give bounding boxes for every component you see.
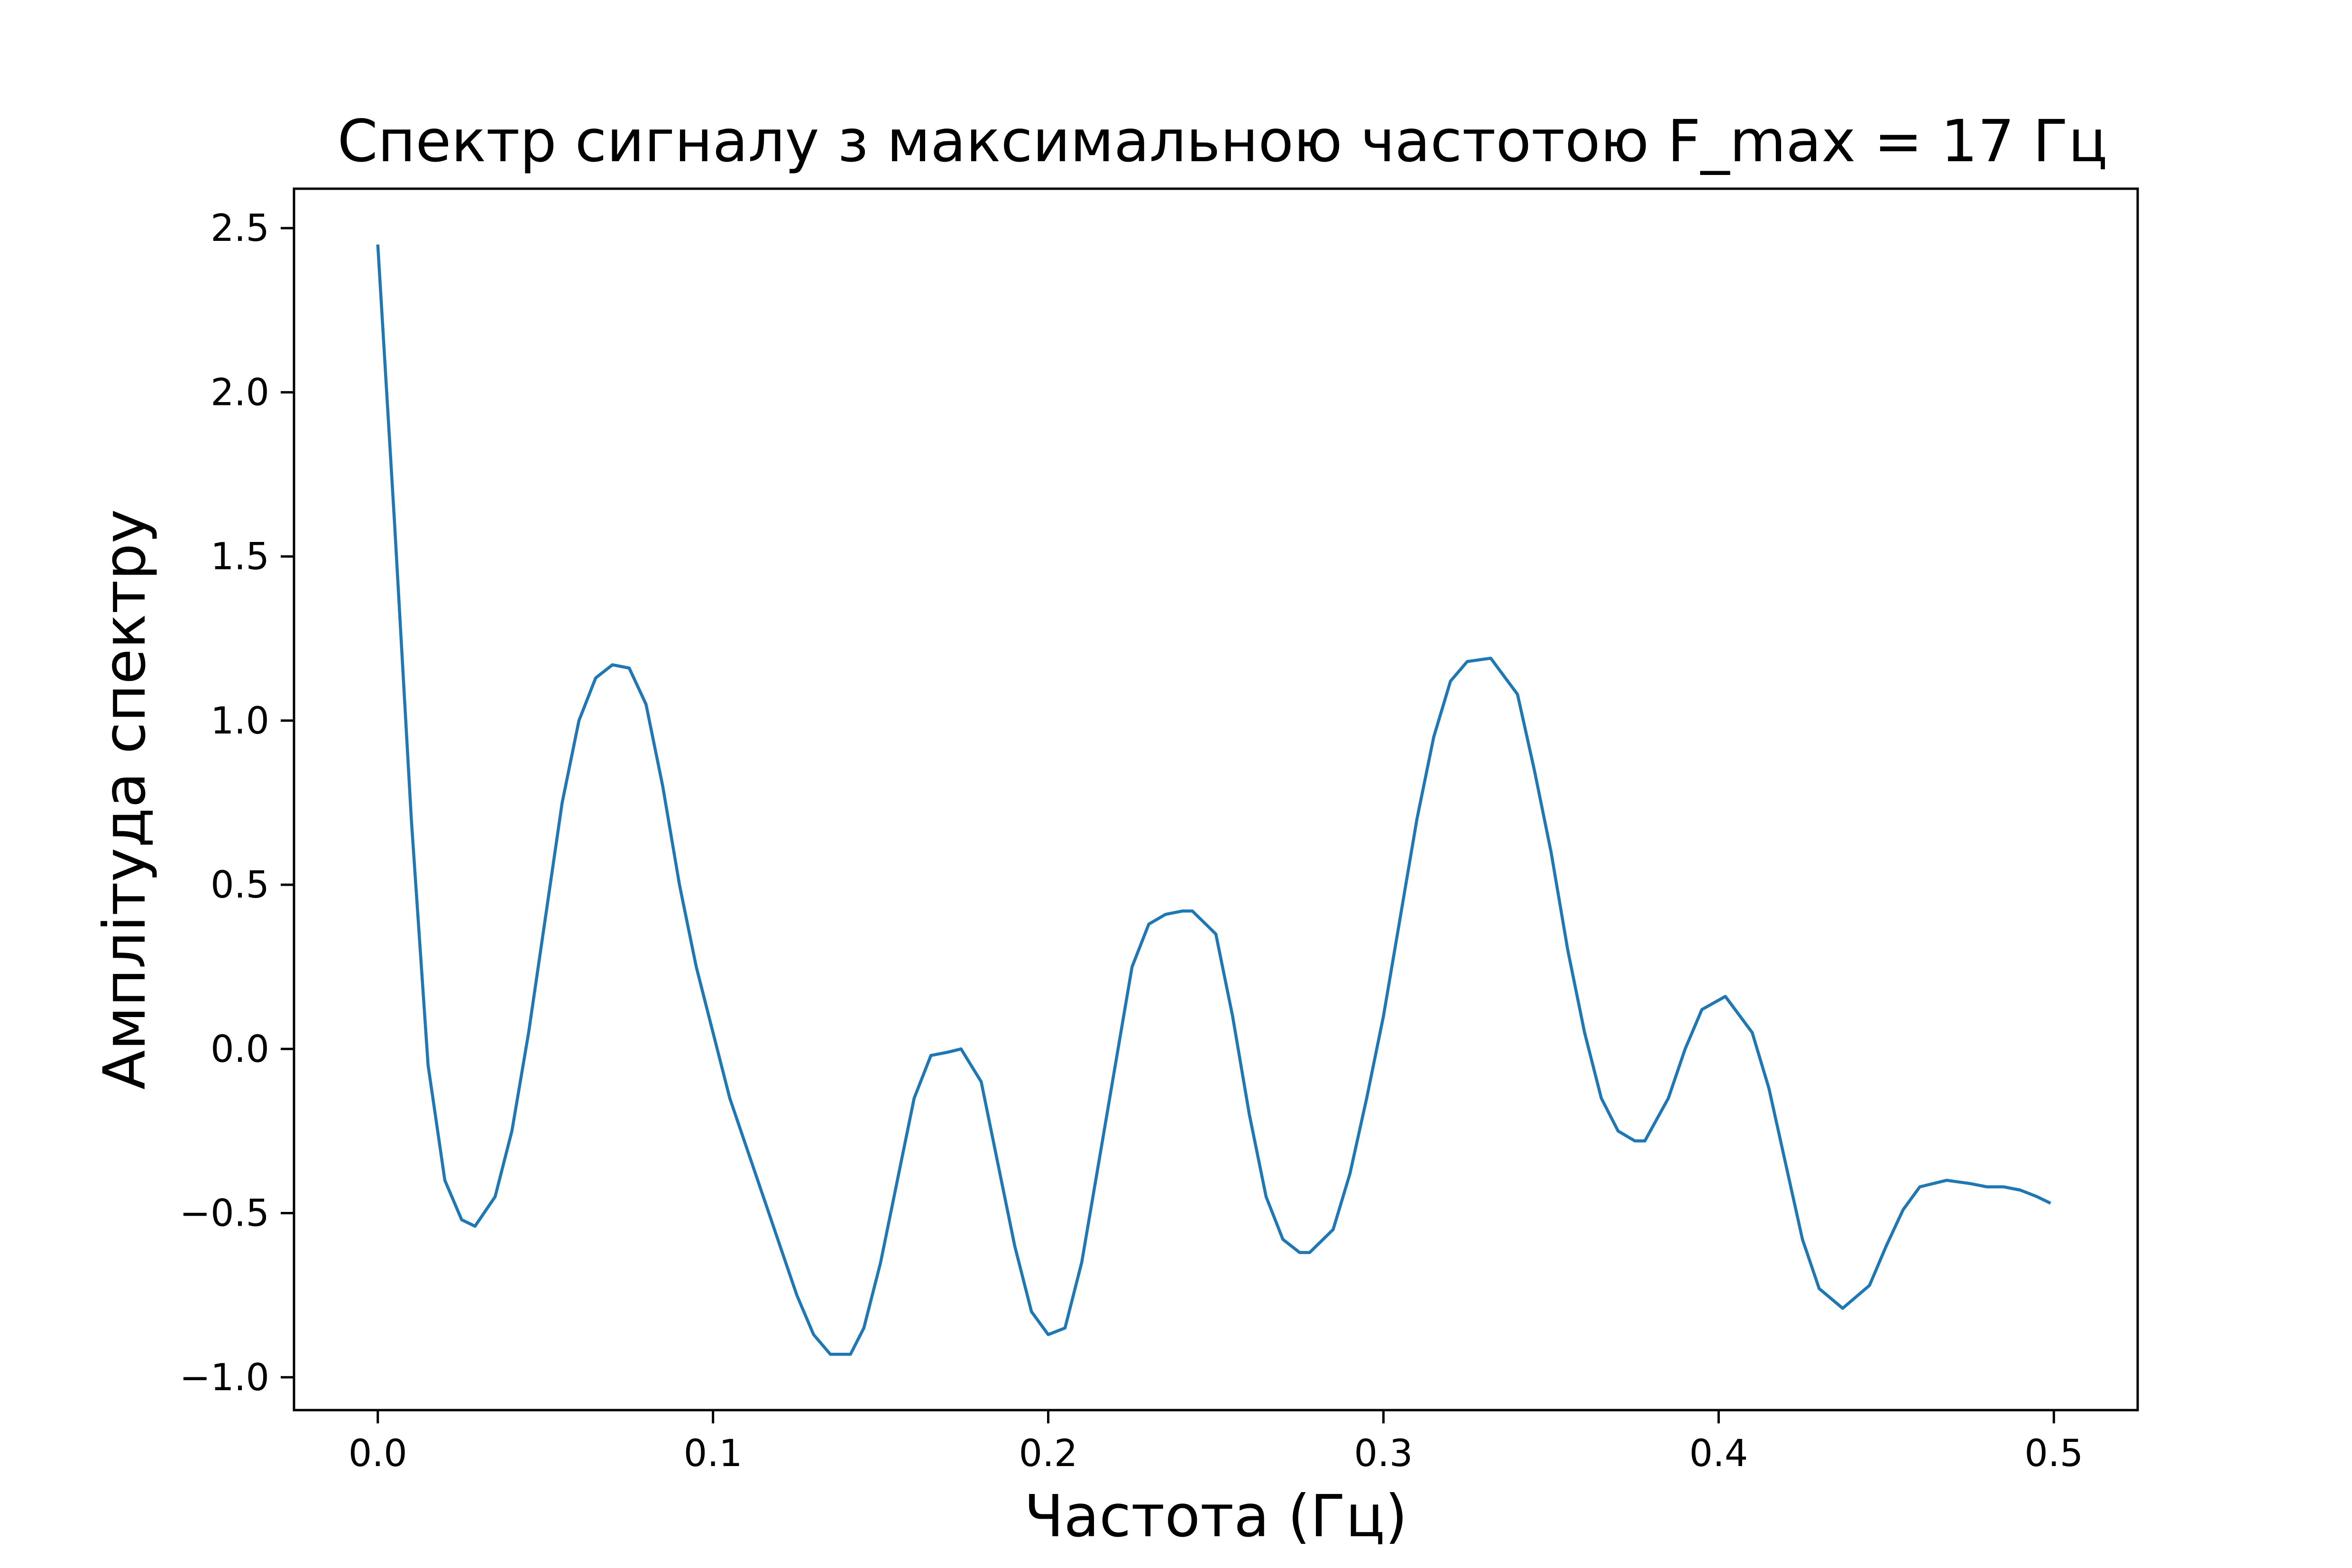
series-line: [376, 244, 2051, 1356]
y-tick-label: −1.0: [180, 1357, 269, 1399]
x-tick-label: 0.1: [684, 1432, 743, 1475]
y-axis-ticks: −1.0 −0.5 0.0 0.5 1.0 1.5 2.0 2.5: [180, 207, 294, 1399]
plot-area: [293, 187, 2139, 1412]
x-tick-label: 0.4: [1689, 1432, 1748, 1475]
x-axis-label: Частота (Гц): [1024, 1483, 1407, 1550]
y-tick-label: 1.5: [211, 536, 269, 578]
x-axis-ticks: 0.0 0.1 0.2 0.3 0.4 0.5: [349, 1410, 2083, 1475]
y-tick-label: 0.5: [211, 864, 269, 907]
y-tick-label: 1.0: [211, 700, 269, 743]
axes-frame: [293, 187, 2139, 1412]
x-tick-label: 0.2: [1019, 1432, 1078, 1475]
x-tick-label: 0.3: [1354, 1432, 1413, 1475]
chart-title: Спектр сигналу з максимальною частотою F…: [337, 108, 2107, 175]
y-tick-label: 2.0: [211, 371, 269, 414]
y-tick-label: −0.5: [180, 1192, 269, 1235]
y-tick-label: 0.0: [211, 1028, 269, 1071]
x-tick-label: 0.0: [349, 1432, 407, 1475]
y-axis-label: Амплітуда спектру: [91, 509, 158, 1090]
x-tick-label: 0.5: [2024, 1432, 2083, 1475]
y-tick-label: 2.5: [211, 207, 269, 250]
